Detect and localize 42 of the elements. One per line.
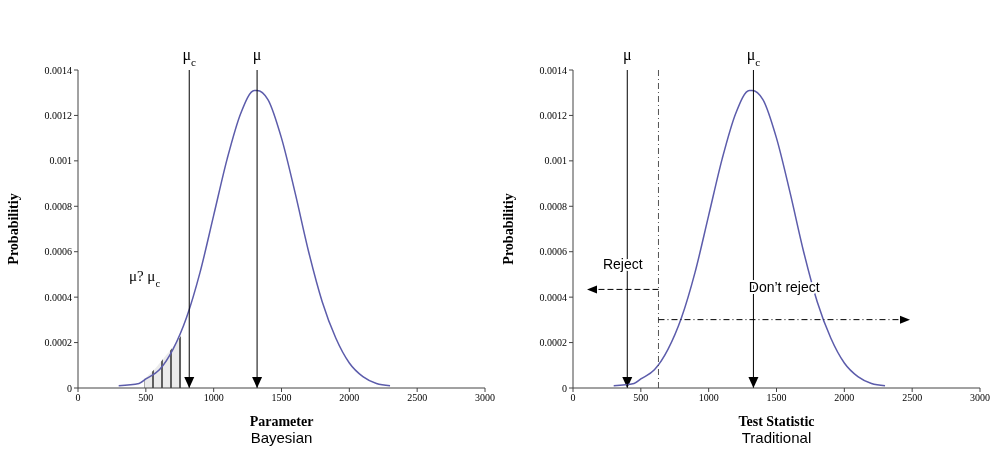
x-tick-label: 2500 xyxy=(407,392,428,404)
y-tick-label: 0.001 xyxy=(544,155,567,167)
y-tick-label: 0 xyxy=(67,382,72,394)
y-tick-label: 0.001 xyxy=(49,155,72,167)
y-tick-label: 0.0008 xyxy=(44,200,72,212)
y-axis-title: Probabilitiy xyxy=(5,193,21,265)
y-tick-label: 0.0014 xyxy=(44,64,72,76)
x-tick-label: 1000 xyxy=(203,392,224,404)
ref-line-label: μ xyxy=(252,46,262,64)
x-tick-label: 2000 xyxy=(339,392,360,404)
ref-line-label: μ$_{c}$ xyxy=(182,46,197,68)
line-series xyxy=(117,89,391,387)
y-tick-label: 0 xyxy=(562,382,567,394)
x-axis-title: Test Statistic xyxy=(738,414,815,429)
x-tick-label: 2500 xyxy=(902,392,923,404)
x-tick-label: 3000 xyxy=(475,392,495,404)
y-tick-label: 0.0008 xyxy=(539,200,567,212)
x-tick-label: 500 xyxy=(138,392,154,404)
annotation: μ? μ$_{c}$ xyxy=(128,267,161,289)
x-tick-label: 1500 xyxy=(766,392,787,404)
text: Traditional xyxy=(740,429,813,446)
ref-line-label: μ xyxy=(622,46,632,64)
x-tick-label: 0 xyxy=(75,392,81,404)
y-tick-label: 0.0002 xyxy=(44,337,72,349)
y-tick-label: 0.0006 xyxy=(539,246,567,258)
x-tick-label: 500 xyxy=(633,392,649,404)
y-tick-label: 0.0012 xyxy=(44,109,72,121)
x-tick-label: 2000 xyxy=(834,392,855,404)
y-tick-label: 0.0004 xyxy=(539,291,567,303)
x-axis-title: Parameter xyxy=(249,414,314,429)
y-tick-label: 0.0012 xyxy=(539,109,567,121)
text: Bayesian xyxy=(249,429,314,446)
y-axis-title: Probabilitiy xyxy=(500,193,516,265)
y-tick-label: 0.0002 xyxy=(539,337,567,349)
y-tick-label: 0.0014 xyxy=(539,64,567,76)
y-tick-label: 0.0006 xyxy=(44,246,72,258)
ref-line-label: μ$_{c}$ xyxy=(746,46,761,68)
x-tick-label: 3000 xyxy=(970,392,990,404)
y-tick-label: 0.0004 xyxy=(44,291,72,303)
x-tick-label: 1500 xyxy=(271,392,292,404)
x-tick-label: 1000 xyxy=(698,392,719,404)
x-tick-label: 0 xyxy=(570,392,576,404)
